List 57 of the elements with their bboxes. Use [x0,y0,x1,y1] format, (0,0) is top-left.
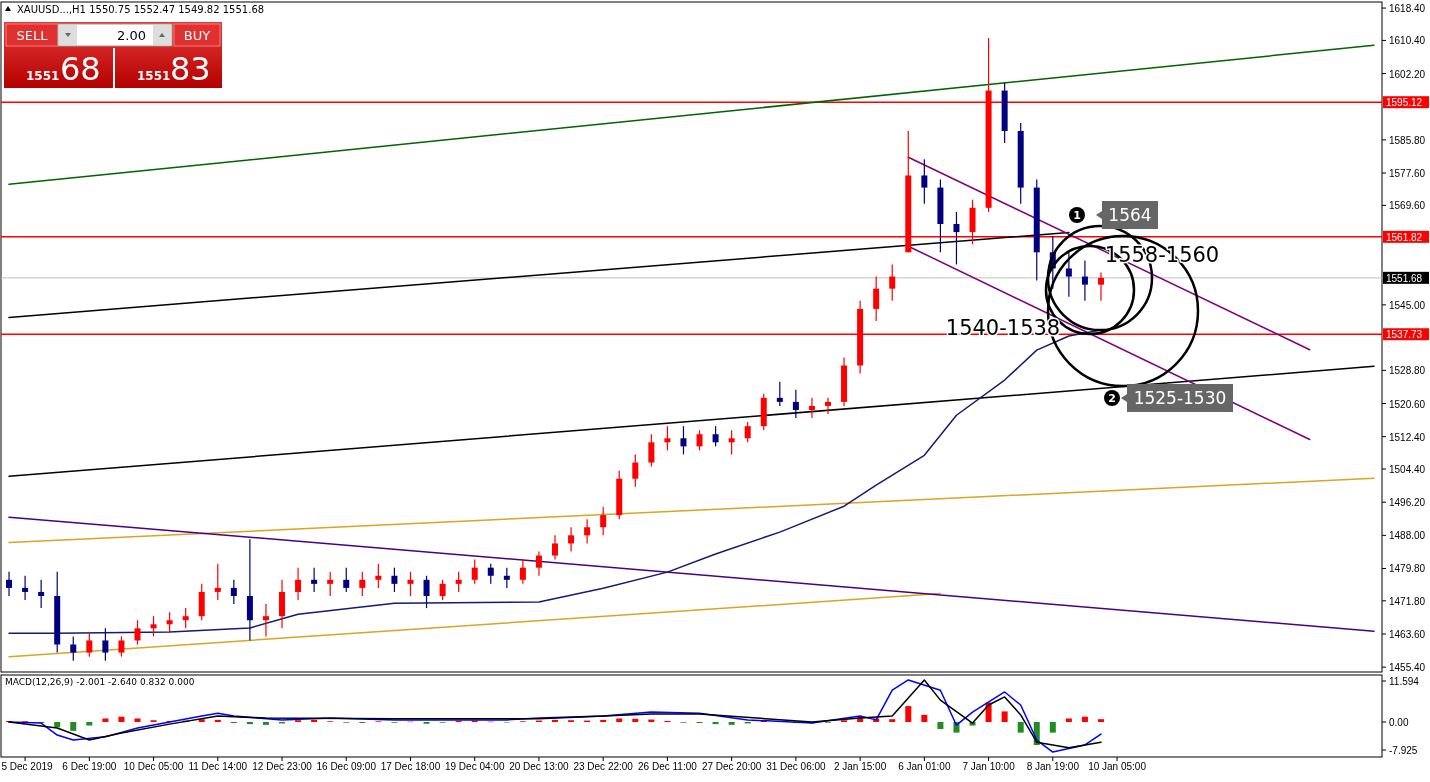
x-tick-label: 27 Dec 20:00 [701,761,762,772]
x-tick-label: 19 Dec 04:00 [444,761,505,772]
y-tick-label: 1610.40 [1389,35,1426,47]
y-tick-label: 1569.60 [1389,200,1426,212]
y-tick-label: 1488.00 [1389,530,1426,542]
annotation: 83 [170,50,211,88]
x-tick-label: 6 Jan 01:00 [898,761,951,772]
y-tick-label: 1618.40 [1389,3,1426,15]
chart-title: MACD(12,26,9) -2.001 -2.640 0.832 0.000 [5,677,195,687]
annotation: 1551 [137,69,171,83]
x-tick-label: 5 Dec 2019 [1,761,54,772]
annotation: 2 [1108,392,1116,405]
ref-line-label: 1595.12 [1386,97,1423,109]
y-tick-label: -7.925 [1389,745,1418,757]
sell-button: SELL [5,23,59,47]
annotation: BUY [183,28,211,43]
y-tick-label: 1512.40 [1389,431,1426,443]
y-tick-label: 1545.00 [1389,299,1426,311]
y-tick-label: 1471.80 [1389,595,1426,607]
annotation: 1551 [26,69,60,83]
y-tick-label: 1602.20 [1389,68,1426,80]
x-tick-label: 12 Dec 23:00 [252,761,313,772]
ref-line-label: 1537.73 [1386,329,1423,341]
y-tick-label: 1496.20 [1389,497,1426,509]
ref-line-label: 1561.82 [1386,231,1423,243]
x-tick-label: 20 Dec 13:00 [509,761,570,772]
x-tick-label: 23 Dec 22:00 [573,761,634,772]
y-tick-label: 0.00 [1389,717,1409,729]
x-tick-label: 10 Dec 05:00 [123,761,184,772]
y-tick-label: 1577.60 [1389,168,1426,180]
annotation: 2.00 [117,28,146,43]
annotation: SELL [16,28,49,43]
chart-title: XAUUSD...,H1 1550.75 1552.47 1549.82 1551.68 [17,4,265,15]
x-tick-label: 8 Jan 19:00 [1026,761,1080,772]
y-tick-label: 1479.80 [1389,563,1426,575]
ref-line-label: 1551.68 [1386,272,1423,284]
annotation: 1564 [1108,205,1152,225]
y-tick-label: 1504.40 [1389,464,1426,476]
x-tick-label: 10 Jan 05:00 [1088,761,1147,772]
x-tick-label: 16 Dec 09:00 [316,761,377,772]
y-tick-label: 11.594 [1389,676,1420,688]
y-tick-label: 1455.40 [1389,662,1426,674]
y-tick-label: 1585.80 [1389,134,1426,146]
buy-button: BUY [173,23,221,47]
annotation: 1 [1073,209,1081,222]
x-tick-label: 11 Dec 14:00 [188,761,248,772]
x-tick-label: 6 Dec 19:00 [62,761,117,772]
annotation: 68 [60,50,101,88]
y-tick-label: 1528.80 [1389,365,1426,377]
annotation: 1525-1530 [1133,388,1227,408]
y-tick-label: 1520.60 [1389,398,1426,410]
x-tick-label: 7 Jan 10:00 [962,761,1016,772]
x-tick-label: 2 Jan 15:00 [833,761,887,772]
x-tick-label: 31 Dec 06:00 [766,761,827,772]
x-tick-label: 26 Dec 11:00 [638,761,698,772]
y-tick-label: 1463.60 [1389,628,1426,640]
x-tick-label: 17 Dec 18:00 [380,761,441,772]
